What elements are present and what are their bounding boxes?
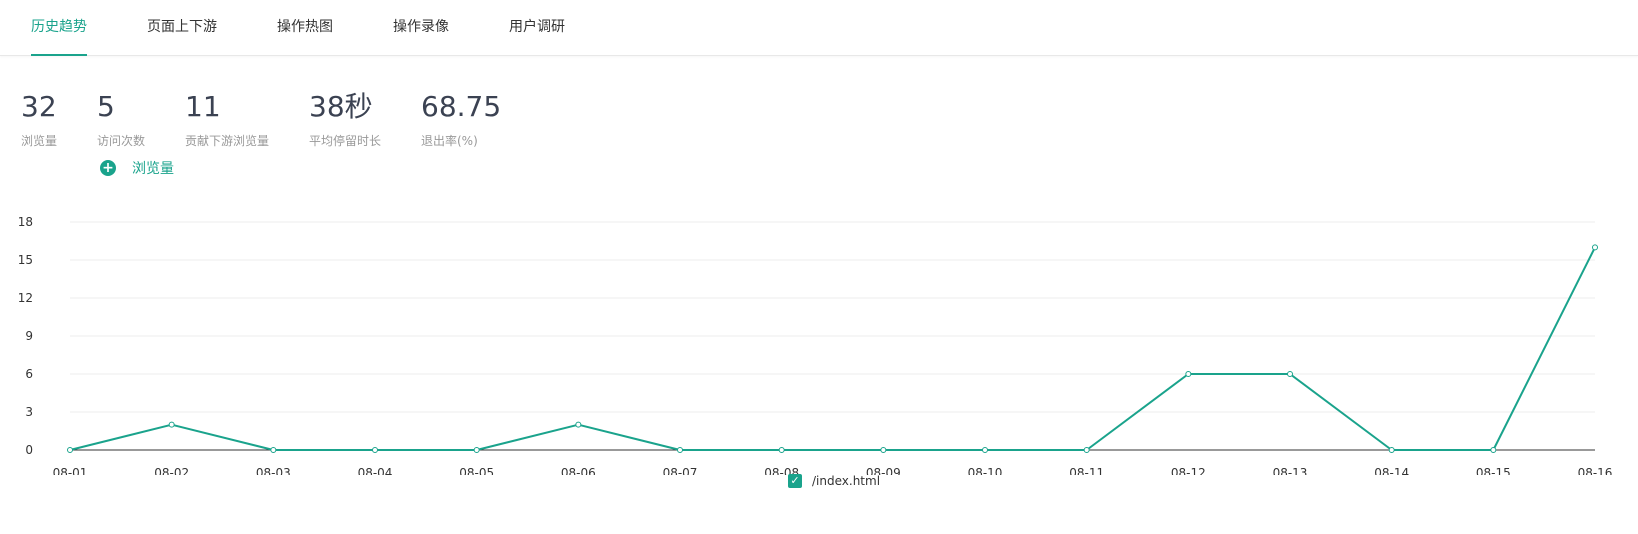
data-point <box>677 447 683 453</box>
data-point <box>67 447 73 453</box>
y-axis-ticks: 0 3 6 9 12 15 18 <box>18 215 33 457</box>
series-line <box>69 246 1596 451</box>
x-tick-label: 08-03 <box>256 466 291 475</box>
kpi-value: 11 <box>185 90 221 123</box>
kpi-label: 退出率(%) <box>421 134 478 148</box>
tab-page-flow[interactable]: 页面上下游 <box>147 19 217 35</box>
x-tick-label: 08-01 <box>53 466 88 475</box>
kpi-value: 38秒 <box>309 90 373 123</box>
x-tick-label: 08-08 <box>764 466 799 475</box>
data-point <box>270 447 277 453</box>
tab-heatmap[interactable]: 操作热图 <box>277 19 333 35</box>
chart-series <box>67 244 1598 453</box>
metric-selector-label[interactable]: 浏览量 <box>132 161 174 177</box>
legend-item[interactable]: ✓ /index.html <box>788 473 880 489</box>
data-point <box>880 447 887 453</box>
y-tick-label: 0 <box>25 443 33 457</box>
data-point <box>575 421 582 428</box>
chart-grid <box>70 221 1595 451</box>
kpi-label: 访问次数 <box>97 134 146 148</box>
x-tick-label: 08-05 <box>459 466 494 475</box>
kpi-value: 68.75 <box>421 90 502 123</box>
data-point <box>473 447 480 453</box>
x-tick-label: 08-11 <box>1069 466 1104 475</box>
data-point <box>778 447 785 453</box>
checkbox-checked-icon[interactable]: ✓ <box>788 474 802 488</box>
tab-survey[interactable]: 用户调研 <box>509 19 565 35</box>
tab-history-trend[interactable]: 历史趋势 <box>31 0 87 56</box>
kpi-label: 平均停留时长 <box>309 134 382 148</box>
x-tick-label: 08-12 <box>1171 466 1206 475</box>
x-axis-ticks: 08-01 08-02 08-03 08-04 08-05 08-06 08-07 08-08… <box>53 466 1613 475</box>
x-tick-label: 08-02 <box>154 466 189 475</box>
data-point <box>372 447 378 453</box>
y-tick-label: 15 <box>18 253 33 267</box>
data-point <box>1083 447 1090 453</box>
y-tick-label: 9 <box>25 329 33 343</box>
tab-recording[interactable]: 操作录像 <box>393 19 449 35</box>
y-tick-label: 12 <box>18 291 33 305</box>
kpi-avg-duration: 38秒 平均停留时长 <box>309 90 381 149</box>
legend-label: /index.html <box>812 474 881 488</box>
y-tick-label: 6 <box>25 367 33 381</box>
x-tick-label: 08-09 <box>866 466 901 475</box>
add-metric-button[interactable]: + 浏览量 <box>100 158 174 178</box>
kpi-downstream-views: 11 贡献下游浏览量 <box>185 90 269 149</box>
data-point <box>1592 244 1598 251</box>
x-tick-label: 08-14 <box>1374 466 1409 475</box>
data-point <box>982 447 988 453</box>
data-point <box>1490 447 1497 453</box>
data-point <box>168 421 175 428</box>
kpi-label: 浏览量 <box>21 134 58 148</box>
kpi-value: 5 <box>97 90 115 123</box>
data-point <box>1287 371 1293 377</box>
y-tick-label: 3 <box>25 405 33 419</box>
data-point <box>1388 447 1395 453</box>
plus-circle-icon[interactable]: + <box>100 160 116 176</box>
x-tick-label: 08-15 <box>1476 466 1511 475</box>
kpi-pageviews: 32 浏览量 <box>21 90 57 149</box>
x-tick-label: 08-10 <box>968 466 1003 475</box>
x-tick-label: 08-04 <box>358 466 393 475</box>
kpi-exit-rate: 68.75 退出率(%) <box>421 90 501 149</box>
kpi-value: 32 <box>21 90 57 123</box>
x-tick-label: 08-07 <box>663 466 698 475</box>
data-point <box>1185 371 1192 377</box>
x-tick-label: 08-06 <box>561 466 596 475</box>
kpi-visits: 5 访问次数 <box>97 90 145 149</box>
x-tick-label: 08-16 <box>1578 466 1613 475</box>
x-tick-label: 08-13 <box>1273 466 1308 475</box>
kpi-label: 贡献下游浏览量 <box>185 134 270 148</box>
y-tick-label: 18 <box>18 215 33 229</box>
tab-bar: 历史趋势 页面上下游 操作热图 操作录像 用户调研 <box>0 0 1638 56</box>
